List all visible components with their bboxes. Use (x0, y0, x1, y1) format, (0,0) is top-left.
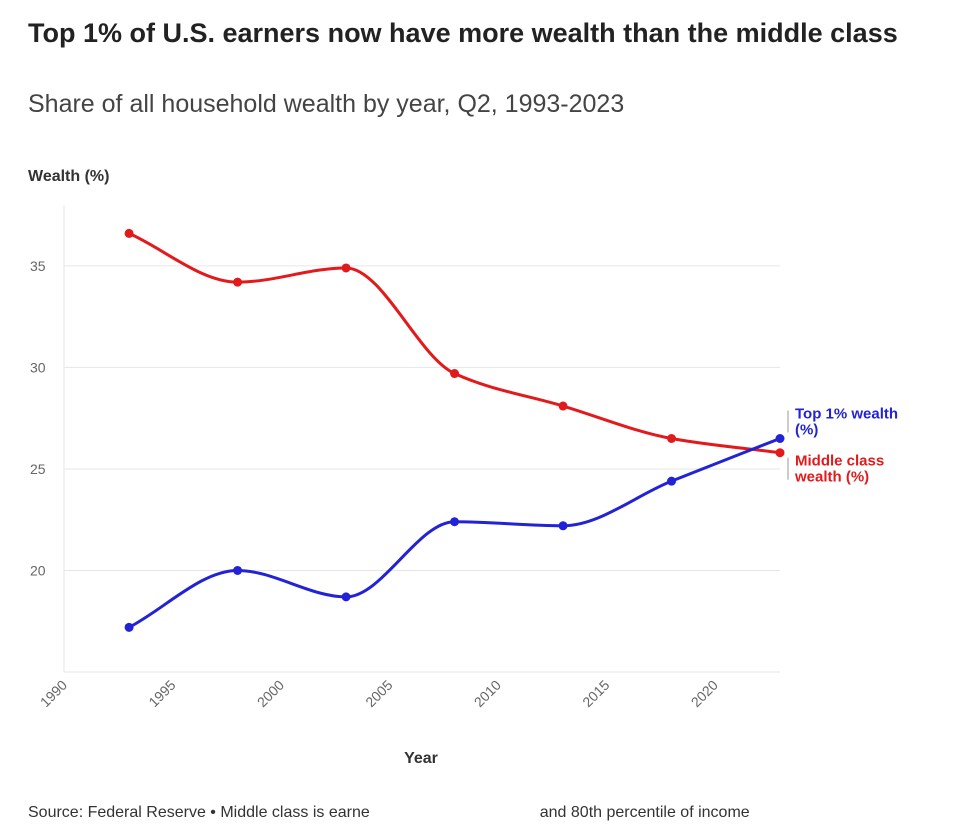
x-tick-label-2010: 2010 (471, 677, 504, 710)
x-tick-label-2015: 2015 (579, 677, 612, 710)
y-tick-label-35: 35 (30, 258, 46, 274)
x-tick-label-1995: 1995 (145, 677, 178, 710)
data-point-middle-class-2008 (450, 369, 460, 379)
data-point-middle-class-2003 (341, 263, 351, 273)
series-label-middle-class: Middle class wealth (%) (794, 453, 884, 486)
series-label-line: Top 1% wealth (795, 406, 898, 423)
line-chart: 20 25 30 35 1990 1995 2000 2005 2010 2015 2020 Year… (30, 205, 898, 767)
y-tick-label-25: 25 (30, 461, 46, 477)
source-note: Source: Federal Reserve • Middle class i… (28, 804, 750, 822)
x-axis-title: Year (404, 750, 438, 767)
series-label-line: (%) (795, 422, 818, 439)
data-point-middle-class-2023 (775, 448, 785, 458)
series-label-line: Middle class (795, 453, 884, 470)
data-point-top-1pct-2018 (667, 476, 677, 486)
data-point-middle-class-2013 (558, 401, 568, 411)
data-point-top-1pct-1993 (124, 622, 134, 632)
data-point-top-1pct-2003 (341, 592, 351, 602)
series-line-top-1pct (127, 437, 782, 629)
data-point-middle-class-2018 (667, 434, 677, 443)
x-tick-label-1990: 1990 (37, 677, 70, 710)
source-note-left: Source: Federal Reserve • Middle class i… (28, 804, 370, 821)
series-label-line: wealth (%) (794, 469, 869, 486)
x-tick-label-2005: 2005 (362, 677, 395, 710)
y-tick-label-20: 20 (30, 562, 46, 578)
source-note-right: and 80th percentile of income (539, 804, 750, 821)
chart-title: Top 1% of U.S. earners now have more wea… (28, 18, 898, 48)
y-axis-title: Wealth (%) (28, 168, 110, 185)
y-tick-label-30: 30 (30, 359, 46, 375)
data-point-middle-class-1993 (124, 228, 134, 238)
chart-subtitle: Share of all household wealth by year, Q… (28, 90, 625, 118)
x-tick-label-2020: 2020 (688, 677, 721, 710)
data-point-top-1pct-2013 (558, 521, 568, 531)
data-point-top-1pct-2008 (450, 517, 460, 527)
data-point-top-1pct-1998 (233, 565, 243, 575)
series-label-top-1pct: Top 1% wealth (%) (795, 406, 898, 439)
data-point-top-1pct-2023 (775, 434, 785, 443)
data-point-middle-class-1998 (233, 277, 243, 287)
x-tick-label-2000: 2000 (254, 677, 287, 710)
